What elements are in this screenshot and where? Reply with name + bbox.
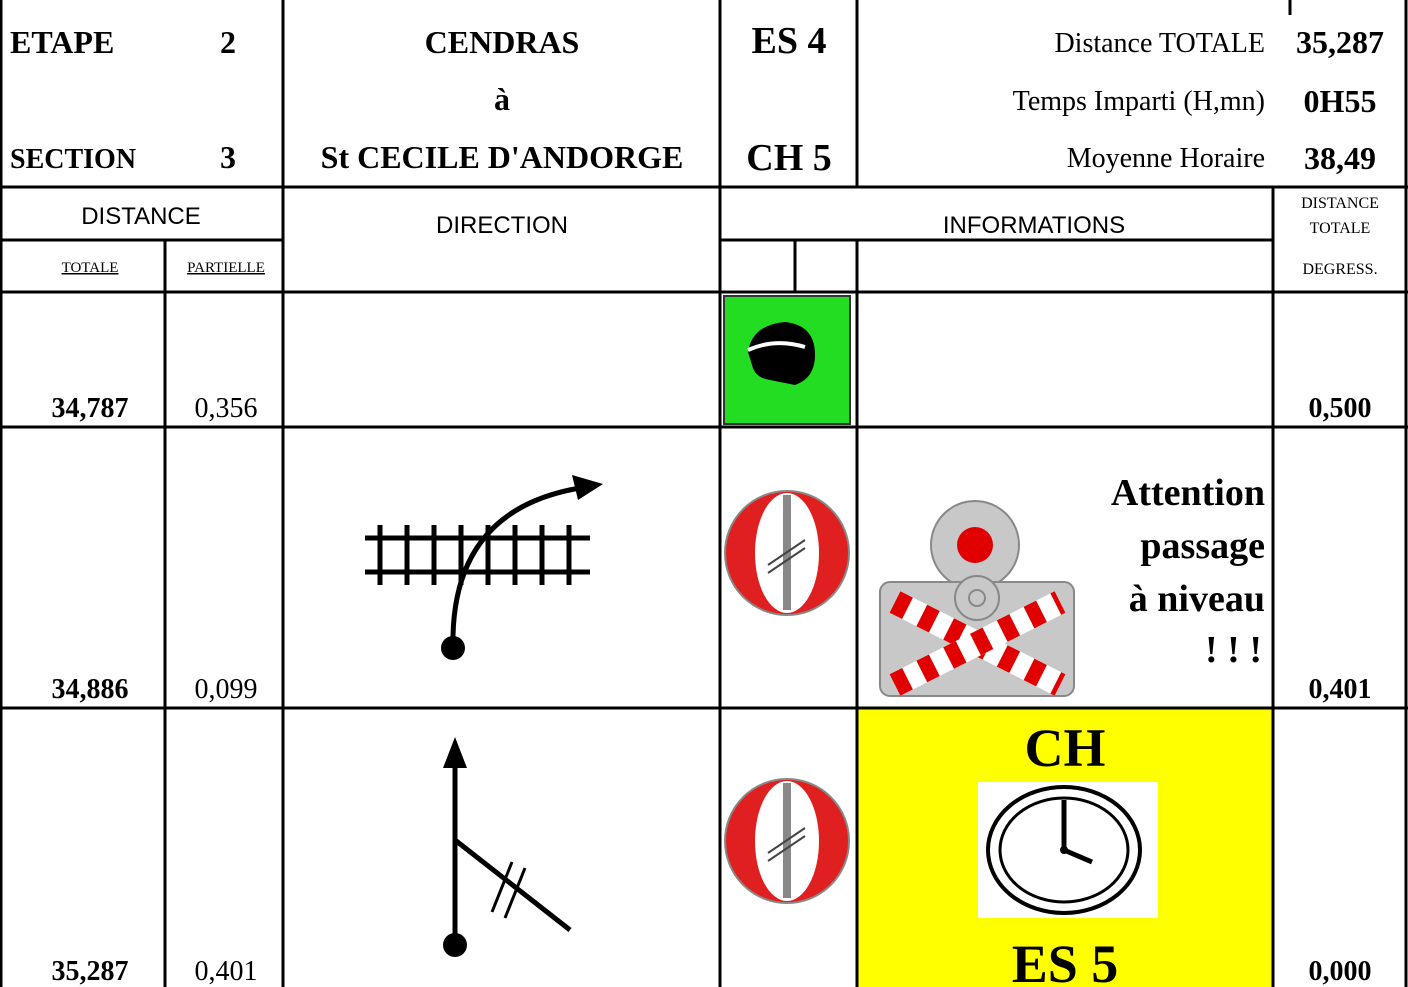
from: CENDRAS xyxy=(425,24,580,60)
etape: 2 xyxy=(220,24,236,60)
degress: 0,401 xyxy=(1309,674,1372,705)
summary-label: Distance TOTALE xyxy=(1054,28,1265,59)
partielle: 0,099 xyxy=(195,674,258,705)
col-head: DIRECTION xyxy=(436,212,568,239)
col-head: TOTALE xyxy=(1310,220,1371,237)
service-icon xyxy=(724,490,850,616)
rows: 34,787 0,356 0,500 34,886 0,099 0,401 At… xyxy=(52,393,1372,987)
summary-label: Moyenne Horaire xyxy=(1067,143,1265,174)
col-head: DISTANCE xyxy=(1301,195,1379,212)
col-sub: PARTIELLE xyxy=(187,260,265,276)
column-heads: DISTANCE DIRECTION INFORMATIONS DISTANCE… xyxy=(62,195,1379,278)
summary-value: 35,287 xyxy=(1296,24,1384,60)
summary-value: 38,49 xyxy=(1304,140,1376,176)
partielle: 0,356 xyxy=(195,393,258,424)
connector: à xyxy=(494,81,510,117)
crossing-sign xyxy=(879,500,1075,697)
header: ETAPE 2 SECTION 3 CENDRAS à St CECILE D'… xyxy=(10,20,1384,179)
col-head: DISTANCE xyxy=(81,203,201,230)
totale: 34,787 xyxy=(52,393,129,424)
col-head: INFORMATIONS xyxy=(943,212,1125,239)
col-sub: DEGRESS. xyxy=(1302,261,1377,278)
section: 3 xyxy=(220,139,236,175)
clock-icon xyxy=(978,782,1158,918)
service-icon xyxy=(724,778,850,904)
totale: 34,886 xyxy=(52,674,129,705)
partielle: 0,401 xyxy=(195,956,258,987)
etape-label: ETAPE xyxy=(10,24,114,60)
totale: 35,287 xyxy=(52,956,129,987)
es-label: ES 5 xyxy=(1012,934,1119,987)
info: passage xyxy=(1140,525,1265,567)
info: ! ! ! xyxy=(1205,629,1262,671)
rail-diagram xyxy=(365,475,603,660)
summary-value: 0H55 xyxy=(1304,83,1377,119)
info: Attention xyxy=(1111,472,1265,514)
degress: 0,000 xyxy=(1309,956,1372,987)
stage-start: ES 4 xyxy=(752,20,827,62)
degress: 0,500 xyxy=(1309,393,1372,424)
stage-end: CH 5 xyxy=(746,137,832,179)
col-sub: TOTALE xyxy=(62,260,119,276)
junction-diagram xyxy=(443,737,572,957)
ch-label: CH xyxy=(1025,718,1106,778)
section-label: SECTION xyxy=(10,144,136,175)
helmet-icon xyxy=(723,295,851,425)
info: à niveau xyxy=(1129,578,1265,620)
to: St CECILE D'ANDORGE xyxy=(321,139,684,175)
summary-label: Temps Imparti (H,mn) xyxy=(1013,86,1265,117)
